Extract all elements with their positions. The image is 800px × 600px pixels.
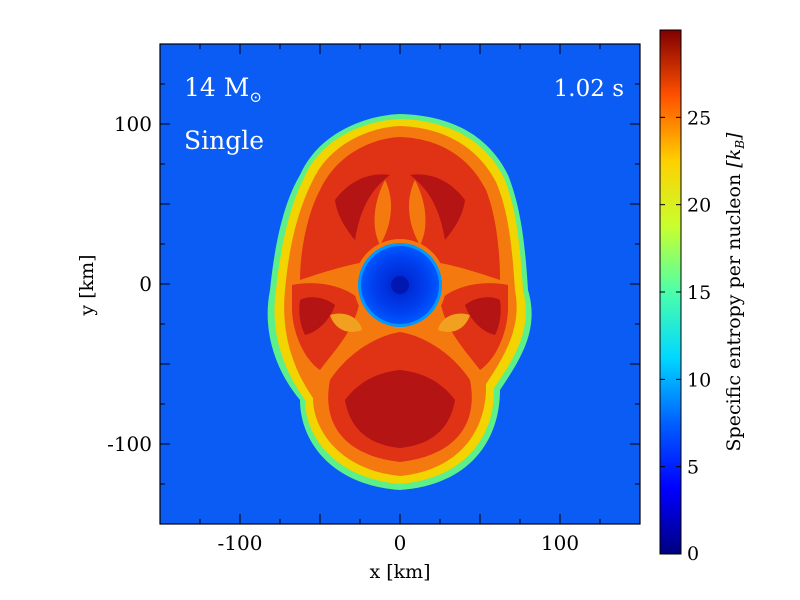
dark-filament-4 — [299, 297, 335, 335]
y-axis-label: y [km] — [76, 254, 98, 316]
colorbar-tick-label: 10 — [687, 369, 711, 391]
colorbar-ticks: 0 5 10 15 20 25 — [660, 107, 711, 565]
orange-swirl-1 — [374, 180, 392, 245]
orange-swirl-4 — [438, 313, 470, 332]
orange-swirl-2 — [408, 180, 426, 245]
model-annotation: Single — [184, 126, 264, 155]
y-tick-label: 0 — [139, 272, 152, 296]
x-axis-label: x [km] — [369, 561, 430, 583]
colorbar-tick-label: 25 — [687, 107, 711, 129]
mass-annotation: 14 M⊙ — [184, 73, 262, 106]
x-tick-label: -100 — [218, 531, 263, 555]
x-tick-label: 0 — [394, 531, 407, 555]
dark-filament-2 — [410, 174, 465, 240]
colorbar-label: Specific entropy per nucleon [kB] — [723, 132, 747, 452]
time-annotation: 1.02 s — [554, 76, 624, 102]
axis-ticks — [159, 43, 641, 525]
y-tick-label: 100 — [114, 112, 152, 136]
x-tick-label: 100 — [541, 531, 579, 555]
y-tick-label: -100 — [107, 432, 152, 456]
dark-filament-1 — [335, 174, 390, 240]
colorbar-tick-label: 5 — [687, 457, 699, 479]
dark-filament-3 — [345, 370, 455, 448]
upper-red-lobe — [300, 137, 500, 280]
core-center — [391, 276, 409, 294]
orange-swirl-3 — [330, 313, 362, 332]
colorbar-tick-label: 20 — [687, 195, 711, 217]
colorbar-tick-label: 15 — [687, 282, 711, 304]
colorbar-tick-label: 0 — [687, 543, 699, 565]
entropy-field — [267, 114, 532, 490]
dark-filament-5 — [465, 297, 501, 335]
